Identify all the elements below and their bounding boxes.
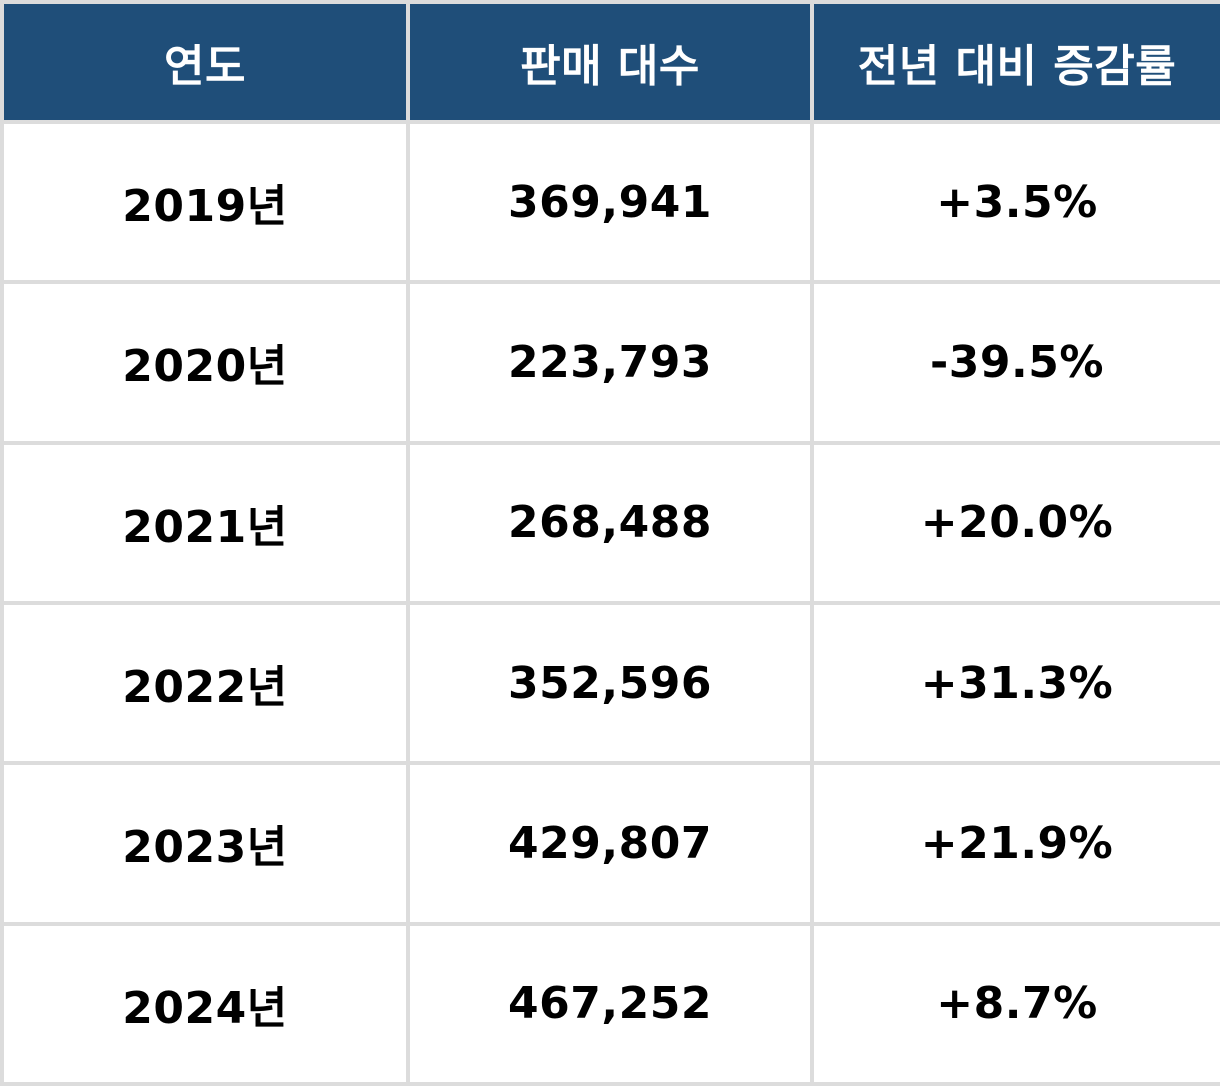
cell-sales-units: 268,488 — [406, 440, 814, 605]
table-header: 연도 판매 대수 전년 대비 증감률 — [0, 0, 1220, 124]
table-body: 2019년 369,941 +3.5% 2020년 223,793 -39.5%… — [0, 119, 1220, 1086]
cell-yoy-change: +31.3% — [810, 600, 1220, 766]
cell-year: 2021년 — [0, 440, 410, 605]
cell-sales-units: 223,793 — [406, 280, 814, 445]
cell-yoy-change: +20.0% — [810, 440, 1220, 605]
table-row: 2023년 429,807 +21.9% — [0, 761, 1220, 926]
table-row: 2024년 467,252 +8.7% — [0, 921, 1220, 1086]
table-row: 2021년 268,488 +20.0% — [0, 440, 1220, 605]
table-row: 2019년 369,941 +3.5% — [0, 119, 1220, 285]
cell-yoy-change: +3.5% — [810, 119, 1220, 285]
cell-year: 2023년 — [0, 761, 410, 926]
cell-year: 2019년 — [0, 119, 410, 285]
cell-sales-units: 429,807 — [406, 761, 814, 926]
cell-sales-units: 369,941 — [406, 119, 814, 285]
cell-year: 2022년 — [0, 600, 410, 766]
header-yoy-change: 전년 대비 증감률 — [810, 0, 1220, 124]
cell-yoy-change: +21.9% — [810, 761, 1220, 926]
cell-year: 2024년 — [0, 921, 410, 1086]
cell-yoy-change: -39.5% — [810, 280, 1220, 445]
header-row: 연도 판매 대수 전년 대비 증감률 — [0, 0, 1220, 124]
cell-year: 2020년 — [0, 280, 410, 445]
cell-yoy-change: +8.7% — [810, 921, 1220, 1086]
cell-sales-units: 467,252 — [406, 921, 814, 1086]
header-year: 연도 — [0, 0, 410, 124]
table-row: 2022년 352,596 +31.3% — [0, 600, 1220, 766]
cell-sales-units: 352,596 — [406, 600, 814, 766]
table-row: 2020년 223,793 -39.5% — [0, 280, 1220, 445]
header-sales-units: 판매 대수 — [406, 0, 814, 124]
